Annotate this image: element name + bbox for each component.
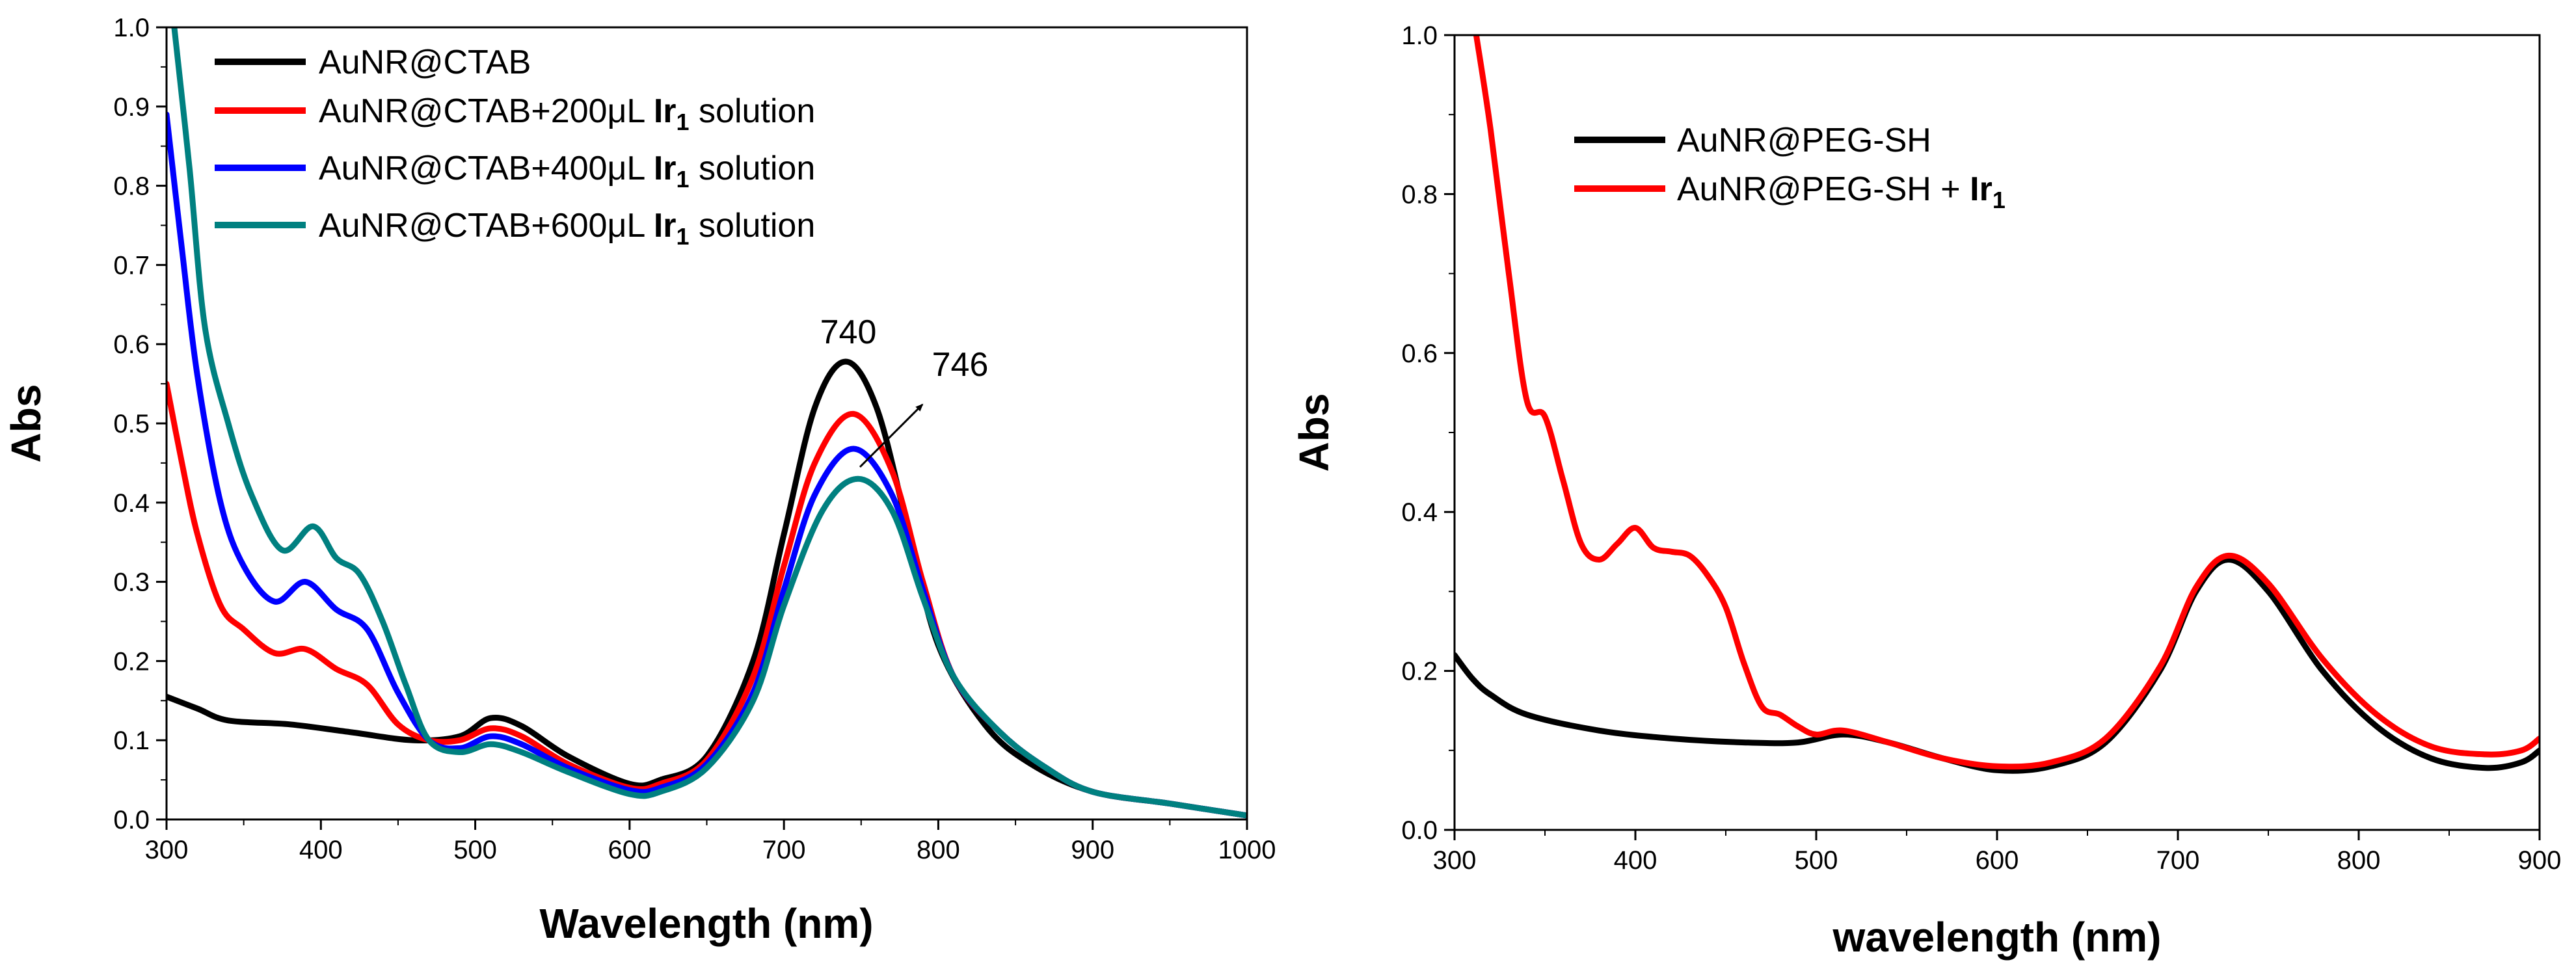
x-tick-label: 800	[2337, 846, 2381, 875]
legend-label: AuNR@PEG-SH + Ir1	[1677, 170, 2006, 213]
right-x-ticks: 300 400 500 600 700 800 900	[1433, 830, 2562, 875]
y-tick-label: 0.9	[113, 93, 150, 122]
x-tick-label: 600	[1976, 846, 2019, 875]
x-tick-label: 900	[1071, 836, 1114, 864]
y-tick-label: 1.0	[1401, 21, 1438, 50]
series-line-right-1	[1473, 35, 2540, 770]
y-tick-label: 0.1	[113, 726, 150, 755]
y-tick-label: 0.8	[1401, 180, 1438, 209]
y-tick-label: 0.6	[1401, 339, 1438, 368]
legend-label: AuNR@CTAB+600μL Ir1 solution	[319, 207, 815, 250]
left-chart: 300 400 500 600 700 800 900 1000 0.00.10.20.30.…	[3, 14, 1276, 947]
x-tick-label: 900	[2518, 846, 2562, 875]
annotation-peak-740: 740	[820, 313, 877, 351]
legend-label: AuNR@CTAB+200μL Ir1 solution	[319, 92, 815, 135]
x-tick-label: 500	[453, 836, 497, 864]
y-tick-label: 1.0	[113, 14, 150, 42]
legend-entry: AuNR@CTAB+400μL Ir1 solution	[215, 150, 815, 193]
y-tick-label: 0.4	[1401, 498, 1438, 527]
x-tick-label: 700	[2156, 846, 2200, 875]
left-x-ticks: 300 400 500 600 700 800 900 1000	[145, 819, 1276, 864]
legend-entry: AuNR@CTAB+600μL Ir1 solution	[215, 207, 815, 250]
legend-entry: AuNR@PEG-SH + Ir1	[1574, 170, 2006, 213]
y-tick-label: 0.2	[113, 647, 150, 676]
legend-label: AuNR@PEG-SH	[1677, 122, 1931, 159]
right-x-axis-title: wavelength (nm)	[1832, 914, 2162, 961]
y-tick-label: 0.5	[113, 410, 150, 438]
right-y-ticks: 0.0 0.2 0.4 0.6 0.8 1.0	[1401, 21, 1455, 845]
x-tick-label: 500	[1795, 846, 1838, 875]
annotation-peak-746: 746	[932, 346, 989, 384]
y-tick-label: 0.4	[113, 489, 150, 518]
legend-label: AuNR@CTAB+400μL Ir1 solution	[319, 150, 815, 193]
right-chart: 300 400 500 600 700 800 900 0.0 0.2 0.4 0.6 0.8 1.0…	[1291, 21, 2561, 961]
left-x-axis-title: Wavelength (nm)	[539, 900, 873, 947]
x-tick-label: 400	[299, 836, 343, 864]
y-tick-label: 0.8	[113, 172, 150, 201]
x-tick-label: 800	[917, 836, 960, 864]
y-tick-label: 0.0	[1401, 816, 1438, 845]
legend-entry: AuNR@CTAB+200μL Ir1 solution	[215, 92, 815, 135]
x-tick-label: 300	[1433, 846, 1477, 875]
x-tick-label: 400	[1614, 846, 1657, 875]
x-tick-label: 1000	[1218, 836, 1276, 864]
y-tick-label: 0.2	[1401, 658, 1438, 686]
left-series-layer	[167, 27, 1247, 819]
right-series-layer	[1455, 35, 2540, 774]
legend-label: AuNR@CTAB	[319, 44, 531, 81]
legend-entry: AuNR@CTAB	[215, 44, 531, 81]
legend-entry: AuNR@PEG-SH	[1574, 122, 1931, 159]
series-line-left-3	[171, 27, 1247, 819]
right-y-axis-title: Abs	[1291, 393, 1337, 472]
y-tick-label: 0.3	[113, 568, 150, 597]
y-tick-label: 0.0	[113, 806, 150, 834]
x-tick-label: 300	[145, 836, 189, 864]
y-tick-label: 0.7	[113, 251, 150, 280]
left-legend: AuNR@CTAB AuNR@CTAB+200μL Ir1 solution A…	[215, 44, 815, 250]
series-line-left-0	[167, 358, 1247, 819]
series-line-right-0	[1455, 557, 2540, 774]
left-y-axis-title: Abs	[3, 384, 49, 463]
left-y-ticks: 0.0 0.1 0.2 0.3 0.4 0.5 0.6 0.7 0.8 0.9 1.0	[113, 14, 167, 834]
x-tick-label: 700	[762, 836, 806, 864]
red-shift-arrow	[859, 403, 924, 468]
y-tick-label: 0.6	[113, 330, 150, 359]
x-tick-label: 600	[608, 836, 651, 864]
right-legend: AuNR@PEG-SH AuNR@PEG-SH + Ir1	[1574, 122, 2006, 213]
